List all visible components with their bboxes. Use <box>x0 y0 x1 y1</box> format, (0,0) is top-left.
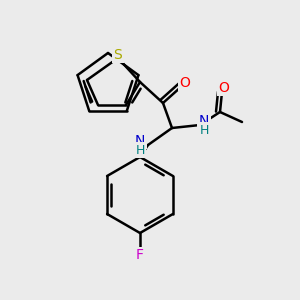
Text: H: H <box>199 124 209 136</box>
Text: N: N <box>135 134 145 148</box>
Text: H: H <box>135 143 145 157</box>
Text: O: O <box>180 76 190 90</box>
Text: N: N <box>199 114 209 128</box>
Text: F: F <box>136 248 144 262</box>
Text: O: O <box>219 81 230 95</box>
Text: S: S <box>114 48 122 62</box>
